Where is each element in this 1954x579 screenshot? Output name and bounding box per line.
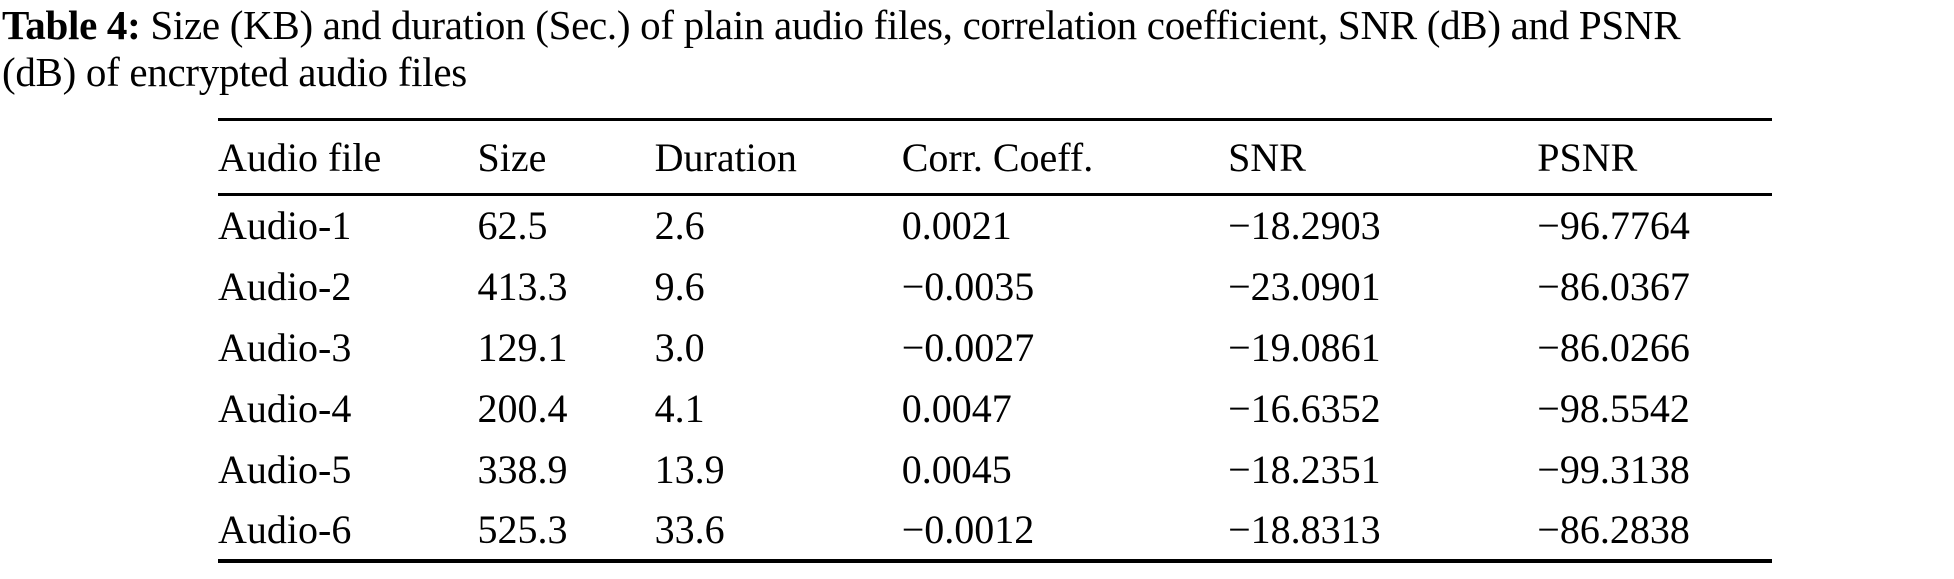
table-cell-corr-coeff: 0.0045 [901,446,1012,492]
table-cell-corr-coeff: 0.0021 [901,203,1012,249]
column-header-audio-file: Audio file [218,134,382,180]
table-cell-snr: −18.2903 [1228,203,1381,249]
table-row: Audio-6 525.3 33.6 −0.0012 −18.8313 −86.… [218,500,1772,561]
table-cell-audio-file: Audio-4 [218,385,352,431]
audio-metrics-table: Audio file Size Duration Corr. Coeff. SN… [218,118,1772,563]
table-row: Audio-5 338.9 13.9 0.0045 −18.2351 −99.3… [218,439,1772,500]
table-cell-size: 62.5 [477,203,548,249]
table-cell-corr-coeff: −0.0012 [901,506,1035,552]
table-row: Audio-1 62.5 2.6 0.0021 −18.2903 −96.776… [218,195,1772,256]
table-cell-duration: 4.1 [654,385,705,431]
table-cell-corr-coeff: 0.0047 [901,385,1012,431]
column-header-size: Size [477,134,547,180]
table-cell-duration: 9.6 [654,263,705,309]
table-row: Audio-2 413.3 9.6 −0.0035 −23.0901 −86.0… [218,256,1772,317]
table-cell-psnr: −86.0266 [1537,324,1690,370]
table-cell-psnr: −86.0367 [1537,263,1690,309]
table-row: Audio-3 129.1 3.0 −0.0027 −19.0861 −86.0… [218,317,1772,378]
table-cell-size: 525.3 [477,506,568,552]
table-cell-audio-file: Audio-5 [218,446,352,492]
column-header-psnr: PSNR [1537,134,1638,180]
table-cell-size: 200.4 [477,385,568,431]
table-cell-psnr: −86.2838 [1537,506,1690,552]
table-cell-audio-file: Audio-1 [218,203,352,249]
table-cell-snr: −18.8313 [1228,506,1381,552]
table-cell-psnr: −96.7764 [1537,203,1690,249]
table-cell-duration: 3.0 [654,324,705,370]
table-cell-snr: −23.0901 [1228,263,1381,309]
table-cell-duration: 2.6 [654,203,705,249]
table-cell-snr: −19.0861 [1228,324,1381,370]
table-cell-duration: 13.9 [654,446,725,492]
table-cell-size: 413.3 [477,263,568,309]
table-cell-snr: −18.2351 [1228,446,1381,492]
table-cell-audio-file: Audio-3 [218,324,352,370]
table-cell-psnr: −98.5542 [1537,385,1690,431]
table-cell-snr: −16.6352 [1228,385,1381,431]
table-cell-duration: 33.6 [654,506,725,552]
table-cell-audio-file: Audio-2 [218,263,352,309]
table-cell-size: 129.1 [477,324,568,370]
column-header-duration: Duration [654,134,797,180]
column-header-corr-coeff: Corr. Coeff. [901,134,1094,180]
table-cell-audio-file: Audio-6 [218,506,352,552]
table-cell-corr-coeff: −0.0027 [901,324,1035,370]
table-cell-psnr: −99.3138 [1537,446,1690,492]
table-caption: Table 4: Size (KB) and duration (Sec.) o… [2,2,1952,96]
table-caption-text-line1: Size (KB) and duration (Sec.) of plain a… [140,2,1681,48]
table-cell-corr-coeff: −0.0035 [901,263,1035,309]
table-cell-size: 338.9 [477,446,568,492]
table-row: Audio-4 200.4 4.1 0.0047 −16.6352 −98.55… [218,378,1772,439]
table-caption-label: Table 4: [2,2,141,48]
table-caption-text-line2: (dB) of encrypted audio files [2,49,467,95]
table-header-row: Audio file Size Duration Corr. Coeff. SN… [218,120,1772,195]
column-header-snr: SNR [1228,134,1306,180]
